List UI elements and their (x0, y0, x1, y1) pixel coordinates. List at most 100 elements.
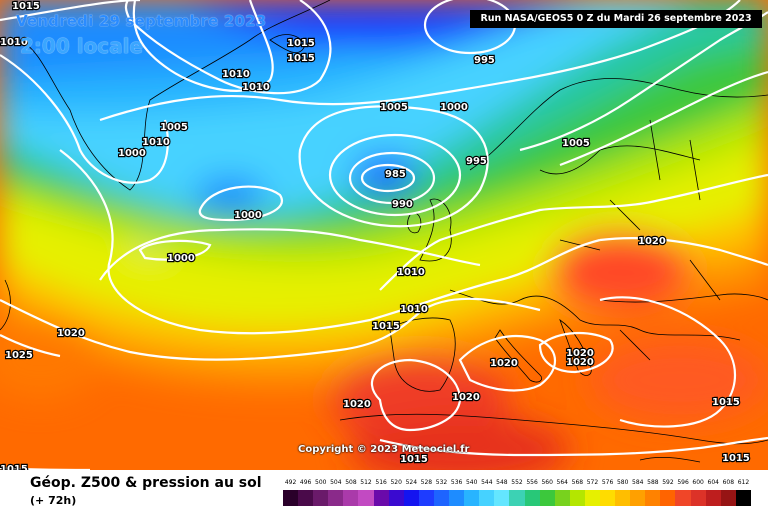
isobar-label-1010-greenland-b: 1010 (242, 82, 270, 93)
colour-swatch (449, 490, 465, 506)
colour-scale-label: 588 (647, 479, 659, 486)
z500-colour-field (0, 0, 768, 470)
colour-swatch (615, 490, 631, 506)
isobar-label-1020-algeria: 1020 (343, 399, 371, 410)
colour-scale-label: 528 (420, 479, 433, 486)
colour-swatch (418, 490, 434, 506)
isobar-label-1000-atlantic-north: 1000 (440, 102, 468, 113)
copyright-notice: Copyright © 2023 Meteociel.fr (298, 444, 470, 455)
colour-scale-labels: 492 496 500 504 508 512 516 520 524 528 532 536 540 5… (283, 479, 751, 489)
colour-scale-label: 524 (405, 479, 418, 486)
isobar-label-1020-balkans-a: 1020 (566, 348, 594, 359)
colour-scale-label: 512 (360, 479, 372, 486)
colour-swatch (705, 490, 721, 506)
isobar-label-1015-sahara: 1015 (400, 454, 428, 465)
colour-swatch (720, 490, 736, 506)
colour-swatch (554, 490, 570, 506)
legend-bar: Géop. Z500 & pression au sol (+ 72h) 492… (0, 470, 768, 512)
isobar-label-1020-italy-west: 1020 (490, 358, 518, 369)
colour-swatch (524, 490, 540, 506)
colour-scale-label: 580 (616, 479, 629, 486)
isobar-label-1010-greenland-west: 1010 (0, 37, 28, 48)
colour-swatch (298, 490, 314, 506)
colour-swatch (675, 490, 691, 506)
colour-swatch (599, 490, 616, 506)
colour-swatch (584, 490, 600, 506)
colour-scale-label: 576 (601, 479, 614, 486)
colour-swatch (645, 490, 661, 506)
colour-scale-label: 540 (465, 479, 478, 486)
colour-scale-label: 564 (556, 479, 568, 486)
colour-swatch (690, 490, 706, 506)
product-title: Géop. Z500 & pression au sol (30, 475, 262, 491)
isobar-label-1010-labrador: 1010 (142, 137, 170, 148)
isobar-label-1015-sw-corner: 1015 (0, 464, 28, 470)
isobar-label-1005-atlantic-north: 1005 (380, 102, 408, 113)
isobars (0, 0, 768, 470)
isobar-label-1020-central-europe: 1020 (638, 236, 666, 247)
colour-swatch (494, 490, 510, 506)
lead-time: (+ 72h) (30, 494, 77, 507)
colour-scale-label: 596 (677, 479, 689, 486)
isobar-label-990-low-south: 990 (392, 199, 413, 210)
colour-scale-label: 556 (526, 479, 538, 486)
isobar-label-1015-libya: 1015 (722, 453, 750, 464)
colour-swatch (735, 490, 751, 506)
colour-swatch (388, 490, 404, 506)
colour-scale-label: 508 (345, 479, 357, 486)
forecast-date: Vendredi 29 septembre 2023 (16, 12, 267, 30)
colour-scale-label: 568 (571, 479, 584, 486)
colour-scale (283, 490, 751, 506)
isobar-label-1010-greenland-a: 1010 (222, 69, 250, 80)
coastlines (0, 0, 768, 463)
isobar-label-1020-atlantic-west: 1020 (57, 328, 85, 339)
colour-swatch (433, 490, 450, 506)
colour-swatch (660, 490, 676, 506)
isobar-label-1015-turkey: 1015 (712, 397, 740, 408)
colour-swatch (283, 490, 299, 506)
isobar-label-1015-iceland-a: 1015 (287, 38, 315, 49)
isobar-label-1000-labrador: 1000 (118, 148, 146, 159)
colour-scale-label: 608 (722, 479, 735, 486)
isobar-label-1015-iceland-b: 1015 (287, 53, 315, 64)
isobar-label-1010-uk: 1010 (397, 267, 425, 278)
isobar-label-1020-morocco: 1020 (452, 392, 480, 403)
isobar-labels: 1015 1010 1015 1015 1010 1010 995 1005 1… (0, 0, 751, 470)
colour-swatch (539, 490, 555, 506)
colour-scale-label: 572 (586, 479, 599, 486)
forecast-local-time: 2:00 locale (20, 34, 144, 58)
isobar-label-1015-nw: 1015 (12, 1, 40, 12)
colour-swatch (358, 490, 374, 506)
isobar-label-1025-atlantic-west: 1025 (5, 350, 33, 361)
colour-scale-label: 516 (375, 479, 387, 486)
colour-scale-label: 544 (481, 479, 493, 486)
colour-swatch (328, 490, 344, 506)
colour-swatch (464, 490, 480, 506)
isobar-label-985-low-center: 985 (385, 169, 406, 180)
colour-scale-label: 492 (284, 479, 297, 486)
colour-swatch (569, 490, 585, 506)
colour-scale-label: 500 (315, 479, 327, 486)
colour-swatch (509, 490, 525, 506)
colour-scale-label: 548 (496, 479, 508, 486)
colour-swatch (343, 490, 359, 506)
colour-scale-label: 584 (632, 479, 644, 486)
colour-scale-label: 560 (541, 479, 553, 486)
colour-swatch (630, 490, 646, 506)
isobar-label-1000-mid-atlantic-a: 1000 (234, 210, 262, 221)
isobar-label-1015-atlantic-iberia: 1015 (372, 321, 400, 332)
colour-scale-label: 532 (435, 479, 448, 486)
colour-swatch (403, 490, 419, 506)
colour-swatch (479, 490, 495, 506)
isobar-label-1000-mid-atlantic-b: 1000 (167, 253, 195, 264)
colour-scale-label: 592 (662, 479, 674, 486)
isobar-label-1005-scandinavia: 1005 (562, 138, 590, 149)
colour-scale-label: 604 (707, 479, 719, 486)
isobar-label-995-norwegian-sea: 995 (474, 55, 495, 66)
colour-swatch (313, 490, 329, 506)
colour-scale-label: 536 (450, 479, 463, 486)
colour-scale-label: 496 (299, 479, 312, 486)
colour-scale-label: 600 (692, 479, 704, 486)
map-canvas: 1015 1010 1015 1015 1010 1010 995 1005 1… (0, 0, 768, 470)
